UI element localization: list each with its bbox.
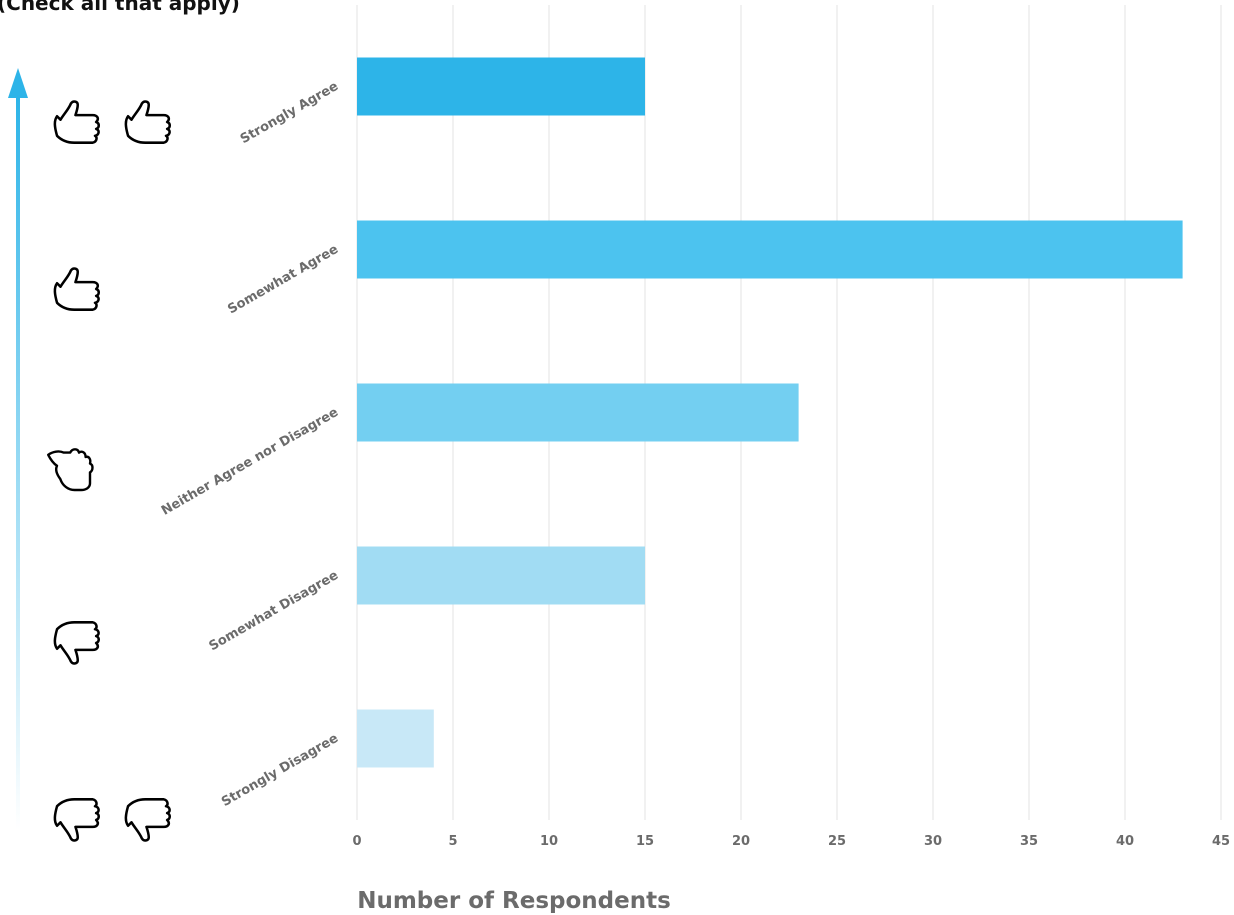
x-tick-label: 35: [1020, 834, 1038, 849]
x-tick-label: 40: [1116, 834, 1134, 849]
x-tick-label: 25: [828, 834, 846, 849]
thumbs-sideways-icon: [46, 448, 94, 492]
thumbs-down-icon: [53, 621, 101, 665]
x-tick-label: 15: [636, 834, 654, 849]
x-tick-label: 30: [924, 834, 942, 849]
category-label: Neither Agree nor Disagree: [159, 405, 341, 519]
x-tick-label: 20: [732, 834, 750, 849]
x-tick-label: 45: [1212, 834, 1230, 849]
hand-icons: [46, 100, 172, 842]
category-label: Strongly Agree: [238, 79, 341, 147]
bar: [357, 57, 645, 116]
chart-subtitle: (Check all that apply): [0, 0, 240, 15]
bars: [357, 57, 1183, 768]
category-label: Strongly Disagree: [219, 731, 341, 810]
thumbs-down-icon: [124, 798, 172, 842]
bar: [357, 383, 799, 442]
category-label: Somewhat Disagree: [207, 568, 342, 654]
bar: [357, 709, 434, 768]
thumbs-up-icon: [53, 100, 101, 144]
x-tick-label: 0: [352, 834, 361, 849]
x-tick-label: 10: [540, 834, 558, 849]
x-tick-labels: 0 5 10 15 20 25 30 35 40 45: [352, 834, 1230, 849]
category-labels: Strongly Agree Somewhat Agree Neither Agre…: [159, 79, 341, 810]
category-label: Somewhat Agree: [225, 242, 341, 318]
scale-arrow-icon: [8, 68, 28, 830]
x-axis-title: Number of Respondents: [357, 888, 671, 914]
thumbs-up-icon: [124, 100, 172, 144]
x-tick-label: 5: [448, 834, 457, 849]
bar: [357, 220, 1183, 279]
thumbs-down-icon: [53, 798, 101, 842]
bar: [357, 546, 645, 605]
thumbs-up-icon: [53, 267, 101, 311]
